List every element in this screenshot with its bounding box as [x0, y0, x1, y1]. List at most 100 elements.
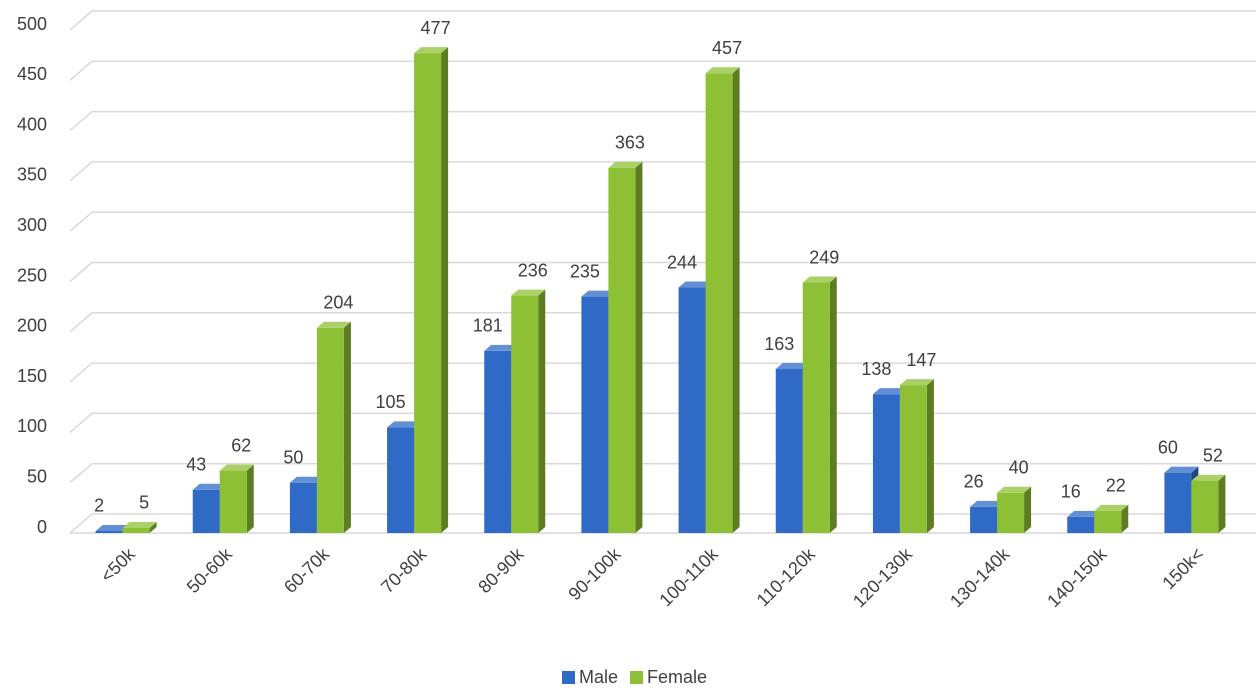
bar-front [414, 53, 442, 533]
grid-line [69, 10, 1256, 31]
value-label: 105 [376, 392, 406, 412]
bar-top [581, 290, 616, 297]
grid-line [69, 60, 1256, 81]
bar-front [511, 295, 539, 533]
bar-front [872, 394, 900, 533]
y-tick-label: 250 [17, 265, 47, 285]
bar-front [192, 489, 220, 533]
legend-swatch [562, 671, 575, 684]
value-label: 204 [323, 293, 353, 313]
bar-top [219, 464, 254, 471]
value-label: 26 [964, 472, 984, 492]
value-label: 22 [1106, 476, 1126, 496]
y-tick-label: 50 [27, 466, 47, 486]
bar-top [95, 524, 130, 531]
bar-top [997, 486, 1032, 493]
bar-front [581, 296, 609, 533]
bar-side [149, 521, 157, 533]
x-tick-label: 130-140k [946, 543, 1014, 611]
value-label: 147 [906, 350, 936, 370]
bar-top [705, 67, 740, 74]
x-tick-label: 120-130k [849, 543, 917, 611]
bar [1191, 474, 1226, 533]
x-tick-label: 100-110k [655, 543, 722, 610]
y-tick-label: 350 [17, 165, 47, 185]
y-tick-label: 500 [17, 14, 47, 34]
y-tick-label: 150 [17, 366, 47, 386]
bar-side [343, 321, 351, 533]
x-tick-label: <50k [97, 543, 140, 586]
value-label: 244 [667, 252, 697, 272]
bar-top [316, 321, 351, 328]
x-tick-label: 150k< [1158, 544, 1207, 593]
value-label: 235 [570, 261, 600, 281]
bar-top [414, 47, 449, 54]
value-label: 43 [186, 454, 206, 474]
bar-top [1164, 466, 1199, 473]
bar [219, 464, 254, 533]
bar [316, 321, 351, 533]
bar-side [732, 67, 740, 534]
value-label: 138 [861, 359, 891, 379]
bar-top [1191, 474, 1226, 481]
value-label: 477 [421, 18, 451, 38]
bar [802, 276, 837, 533]
bar-top [511, 289, 546, 296]
bar-front [95, 530, 123, 533]
grid-line [69, 110, 1256, 132]
bar-front [316, 327, 344, 533]
bar-top [970, 500, 1005, 507]
bar-side [1218, 474, 1226, 533]
bar-front [484, 350, 512, 533]
x-tick-label: 90-100k [564, 543, 625, 604]
bar-side [1121, 504, 1129, 533]
value-label: 2 [94, 496, 104, 516]
y-tick-label: 450 [17, 64, 47, 84]
grid-line [69, 412, 1256, 433]
grid-line [69, 312, 1256, 333]
value-label: 62 [231, 435, 251, 455]
value-label: 249 [809, 247, 839, 267]
legend-label: Female [647, 667, 707, 687]
bar-top [678, 281, 713, 288]
y-tick-label: 200 [17, 316, 47, 336]
bar-top [899, 379, 934, 386]
grid-line [69, 161, 1256, 182]
bar [997, 486, 1032, 533]
bar-side [635, 161, 643, 533]
y-tick-label: 0 [37, 517, 47, 537]
bar-front [1191, 480, 1219, 533]
bar-top [872, 388, 907, 395]
bar-top [192, 483, 227, 490]
value-label: 363 [615, 133, 645, 153]
bar-top [484, 344, 519, 351]
y-tick-label: 100 [17, 416, 47, 436]
bar [414, 47, 449, 533]
bar [1094, 504, 1129, 533]
bar-front [899, 385, 927, 533]
value-label: 40 [1009, 458, 1029, 478]
value-label: 50 [283, 447, 303, 467]
bar-front [997, 492, 1025, 533]
x-tick-label: 140-150k [1043, 543, 1111, 611]
bar-front [387, 427, 415, 533]
bar-front [802, 282, 830, 533]
value-label: 163 [764, 334, 794, 354]
bar-front [219, 470, 247, 533]
bar-side [926, 379, 934, 533]
bar-top [122, 521, 157, 528]
value-label: 16 [1061, 482, 1081, 502]
bar-side [829, 276, 837, 533]
bar-front [1067, 516, 1095, 533]
grid-line [69, 211, 1256, 232]
grid-line [69, 362, 1256, 383]
value-label: 52 [1203, 445, 1223, 465]
value-label: 5 [139, 493, 149, 513]
bar [705, 67, 740, 534]
bar-side [538, 289, 546, 533]
grid-line [69, 261, 1256, 283]
bar-side [1024, 486, 1032, 533]
bar-top [1067, 510, 1102, 517]
bar [608, 161, 643, 533]
